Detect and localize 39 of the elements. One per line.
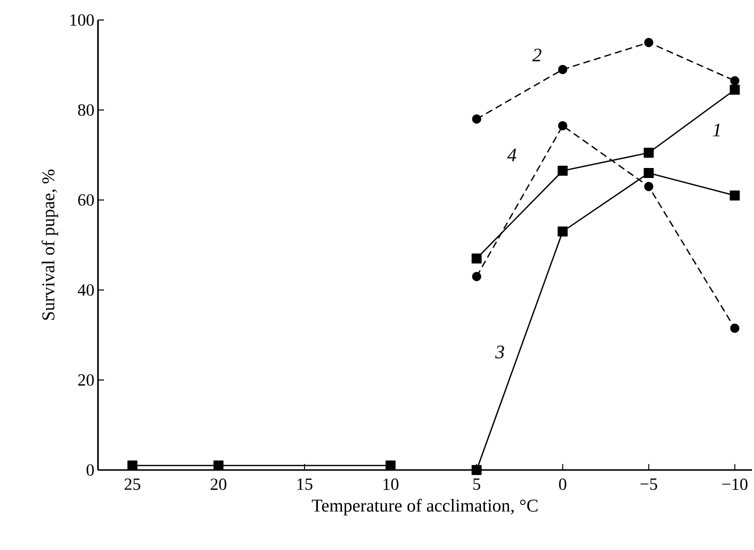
point xyxy=(730,84,740,95)
point xyxy=(644,168,654,178)
annotation: 2 xyxy=(532,48,542,62)
y-axis-title: Survival of pupae, % xyxy=(42,170,58,320)
annotation: 1 xyxy=(712,124,720,136)
annotation: 4 xyxy=(507,148,516,162)
y-tick-label: 40 xyxy=(78,284,94,296)
annotation: 3 xyxy=(495,346,504,358)
point xyxy=(644,148,654,158)
point xyxy=(730,190,740,200)
point xyxy=(472,254,482,264)
x-tick-label: 15 xyxy=(298,478,312,490)
x-tick-label: 5 xyxy=(473,478,480,490)
y-tick-label: 20 xyxy=(78,374,94,386)
point xyxy=(558,121,568,130)
point xyxy=(386,460,396,470)
point xyxy=(472,272,482,282)
x-tick-label: 0 xyxy=(559,478,566,490)
point xyxy=(472,114,482,124)
x-axis-title: Temperature of acclimation, °C xyxy=(312,498,538,516)
point xyxy=(127,460,138,470)
x-tick-label: 20 xyxy=(210,478,226,490)
point xyxy=(730,324,740,333)
point xyxy=(644,38,654,48)
x-tick-label: 10 xyxy=(384,478,398,490)
y-tick-label: 100 xyxy=(70,14,94,26)
y-tick-label: 0 xyxy=(86,464,94,476)
point xyxy=(730,76,740,86)
y-tick-label: 60 xyxy=(78,194,94,206)
point xyxy=(558,64,568,74)
x-tick-label: −5 xyxy=(640,478,658,490)
point xyxy=(213,460,224,470)
point xyxy=(558,166,568,176)
point xyxy=(558,226,568,236)
x-tick-label: −10 xyxy=(722,478,748,490)
point xyxy=(644,182,654,192)
x-tick-label: 25 xyxy=(124,478,140,490)
y-tick-label: 80 xyxy=(78,104,94,116)
point xyxy=(472,465,482,475)
